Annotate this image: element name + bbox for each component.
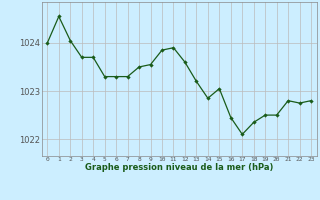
X-axis label: Graphe pression niveau de la mer (hPa): Graphe pression niveau de la mer (hPa) bbox=[85, 163, 273, 172]
